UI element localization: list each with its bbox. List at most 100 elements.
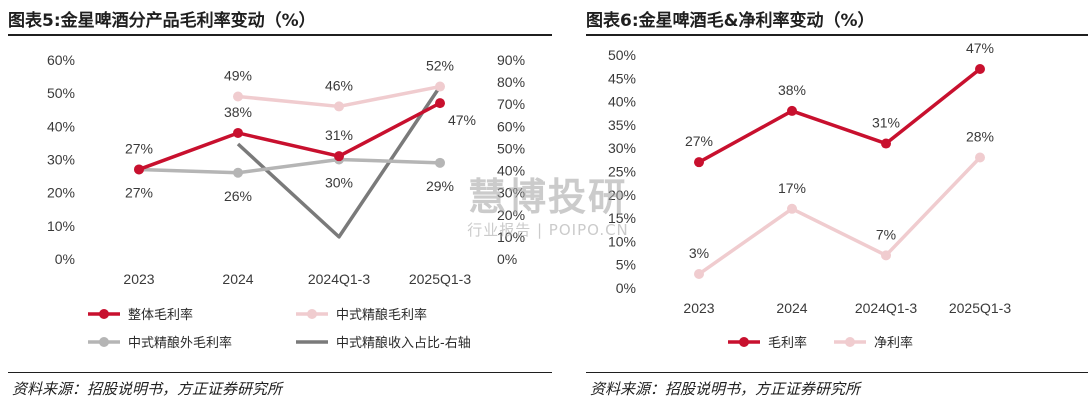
x-tick-label: 2023 <box>683 300 714 316</box>
chart-title: 图表6:金星啤酒毛&净利率变动（%） <box>586 11 875 31</box>
data-label: 30% <box>325 175 353 191</box>
data-point <box>881 138 891 149</box>
data-label: 47% <box>448 112 476 128</box>
legend-marker <box>99 309 109 319</box>
y-tick-label: 0% <box>616 280 636 296</box>
data-label: 28% <box>966 129 994 145</box>
legend-label: 中式精酿外毛利率 <box>128 335 232 351</box>
data-label: 17% <box>778 180 806 196</box>
x-tick-label: 2023 <box>123 271 154 287</box>
chart-title: 图表5:金星啤酒分产品毛利率变动（%） <box>8 11 316 31</box>
data-point <box>694 269 704 280</box>
source-note: 资料来源：招股说明书，方正证券研究所 <box>590 380 861 398</box>
chart-panel-left: 图表5:金星啤酒分产品毛利率变动（%） 0% 10% 20% 30% 40% 50% 60%… <box>8 11 552 398</box>
data-point <box>233 91 243 102</box>
data-label: 31% <box>325 127 353 143</box>
y-right-tick-label: 10% <box>497 229 525 245</box>
source-rule <box>8 372 552 373</box>
x-tick-label: 2024 <box>222 271 253 287</box>
chart-panel-right: 图表6:金星啤酒毛&净利率变动（%） 0% 5% 10% 15% 20% 25% 30% 35… <box>578 0 1092 415</box>
data-label: 26% <box>224 188 252 204</box>
y-left-tick-label: 0% <box>55 251 75 267</box>
y-tick-label: 50% <box>608 47 636 63</box>
x-tick-label: 2024Q1-3 <box>855 300 917 316</box>
legend-label: 净利率 <box>874 335 913 351</box>
series-line <box>698 67 982 164</box>
y-right-tick-label: 0% <box>497 251 517 267</box>
data-label: 46% <box>325 77 353 93</box>
data-label: 38% <box>778 82 806 98</box>
title-rule <box>8 34 552 36</box>
y-left-tick-label: 10% <box>47 218 75 234</box>
y-left-tick-label: 60% <box>47 52 75 68</box>
data-point <box>334 151 344 162</box>
data-label: 49% <box>224 67 252 83</box>
data-label: 27% <box>125 184 153 200</box>
data-label: 3% <box>689 245 709 261</box>
y-left-tick-label: 40% <box>47 118 75 134</box>
data-point <box>233 127 243 138</box>
data-point <box>787 105 797 116</box>
legend-marker <box>845 337 855 347</box>
data-point <box>975 63 985 74</box>
x-tick-label: 2025Q1-3 <box>409 271 471 287</box>
y-tick-label: 40% <box>608 94 636 110</box>
data-point <box>881 250 891 261</box>
y-left-tick-label: 30% <box>47 152 75 168</box>
chart-right-svg: 0% 5% 10% 15% 20% 25% 30% 35% 40% 45% 50% 2023 2024 2… <box>608 40 1011 351</box>
y-tick-label: 35% <box>608 117 636 133</box>
series-line <box>138 101 441 172</box>
data-label: 29% <box>426 178 454 194</box>
y-right-tick-label: 90% <box>497 52 525 68</box>
y-left-tick-label: 20% <box>47 185 75 201</box>
y-right-tick-label: 30% <box>497 185 525 201</box>
y-tick-label: 25% <box>608 164 636 180</box>
title-rule <box>586 34 1088 36</box>
source-note: 资料来源：招股说明书，方正证券研究所 <box>12 380 283 398</box>
y-left-tick-label: 50% <box>47 85 75 101</box>
legend-label: 整体毛利率 <box>128 307 193 323</box>
data-point <box>694 157 704 168</box>
data-point <box>334 101 344 112</box>
x-tick-label: 2024Q1-3 <box>308 271 370 287</box>
legend-marker <box>739 337 749 347</box>
data-label: 52% <box>426 58 454 74</box>
data-point <box>435 157 445 168</box>
series-line <box>138 157 441 175</box>
data-point <box>435 81 445 92</box>
y-right-tick-label: 50% <box>497 140 525 156</box>
data-point <box>233 167 243 178</box>
data-label: 27% <box>685 133 713 149</box>
data-label: 31% <box>872 115 900 131</box>
data-label: 38% <box>224 104 252 120</box>
x-tick-label: 2025Q1-3 <box>949 300 1011 316</box>
y-right-tick-label: 70% <box>497 96 525 112</box>
y-tick-label: 20% <box>608 187 636 203</box>
data-label: 47% <box>966 40 994 56</box>
y-tick-label: 15% <box>608 210 636 226</box>
data-point <box>787 203 797 214</box>
source-rule <box>586 372 1088 373</box>
x-tick-label: 2024 <box>776 300 807 316</box>
y-right-tick-label: 40% <box>497 163 525 179</box>
y-right-tick-label: 20% <box>497 207 525 223</box>
legend-marker <box>307 309 317 319</box>
legend-label: 中式精酿收入占比-右轴 <box>336 335 471 351</box>
legend-label: 毛利率 <box>768 335 807 351</box>
y-right-tick-label: 80% <box>497 74 525 90</box>
y-tick-label: 45% <box>608 70 636 86</box>
y-tick-label: 10% <box>608 233 636 249</box>
legend-marker <box>99 337 109 347</box>
data-point <box>134 164 144 175</box>
y-tick-label: 30% <box>608 140 636 156</box>
data-label: 27% <box>125 140 153 156</box>
series-line <box>697 156 982 276</box>
chart-left-svg: 0% 10% 20% 30% 40% 50% 60% 0% 10% 20% 30% 40% 50% 60%… <box>47 52 525 351</box>
y-tick-label: 5% <box>616 257 636 273</box>
y-right-tick-label: 60% <box>497 118 525 134</box>
data-label: 7% <box>876 226 896 242</box>
legend-label: 中式精酿毛利率 <box>336 307 427 323</box>
data-point <box>975 152 985 163</box>
data-point <box>435 98 445 109</box>
series-line <box>236 85 442 239</box>
